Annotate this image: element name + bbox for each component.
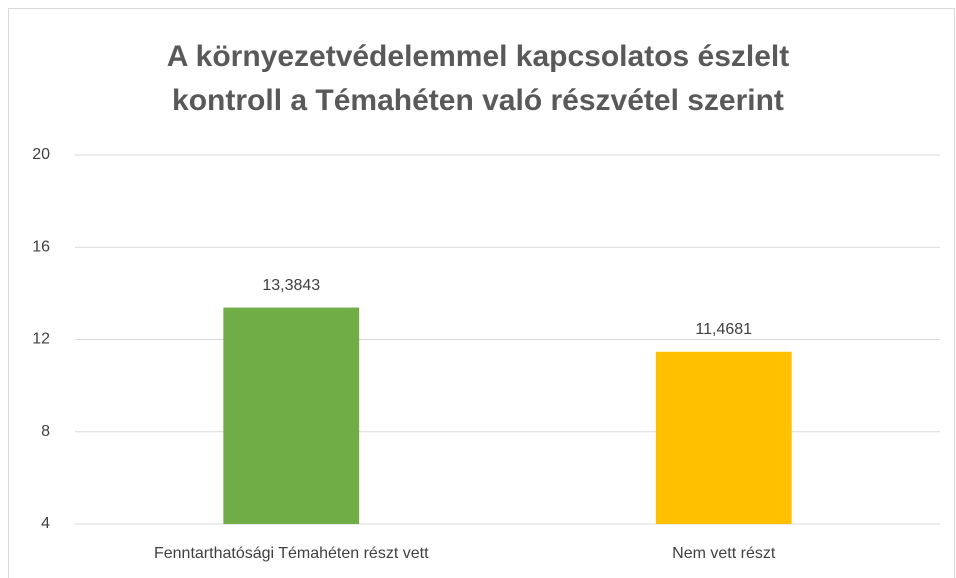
y-tick-label: 12	[32, 331, 50, 348]
chart-title: A környezetvédelemmel kapcsolatos észlel…	[167, 40, 790, 73]
chart-border	[8, 8, 955, 578]
bar	[655, 351, 792, 524]
y-tick-label: 4	[41, 515, 50, 532]
data-label: 13,3843	[262, 277, 320, 294]
chart-title: kontroll a Témahéten való részvétel szer…	[172, 84, 784, 117]
y-tick-label: 16	[32, 238, 50, 255]
bar	[223, 307, 360, 524]
y-tick-label: 8	[41, 423, 50, 440]
x-tick-label: Nem vett részt	[672, 545, 776, 562]
x-tick-label: Fenntarthatósági Témahéten részt vett	[154, 545, 429, 562]
y-tick-label: 20	[32, 146, 50, 163]
data-label: 11,4681	[695, 321, 752, 338]
